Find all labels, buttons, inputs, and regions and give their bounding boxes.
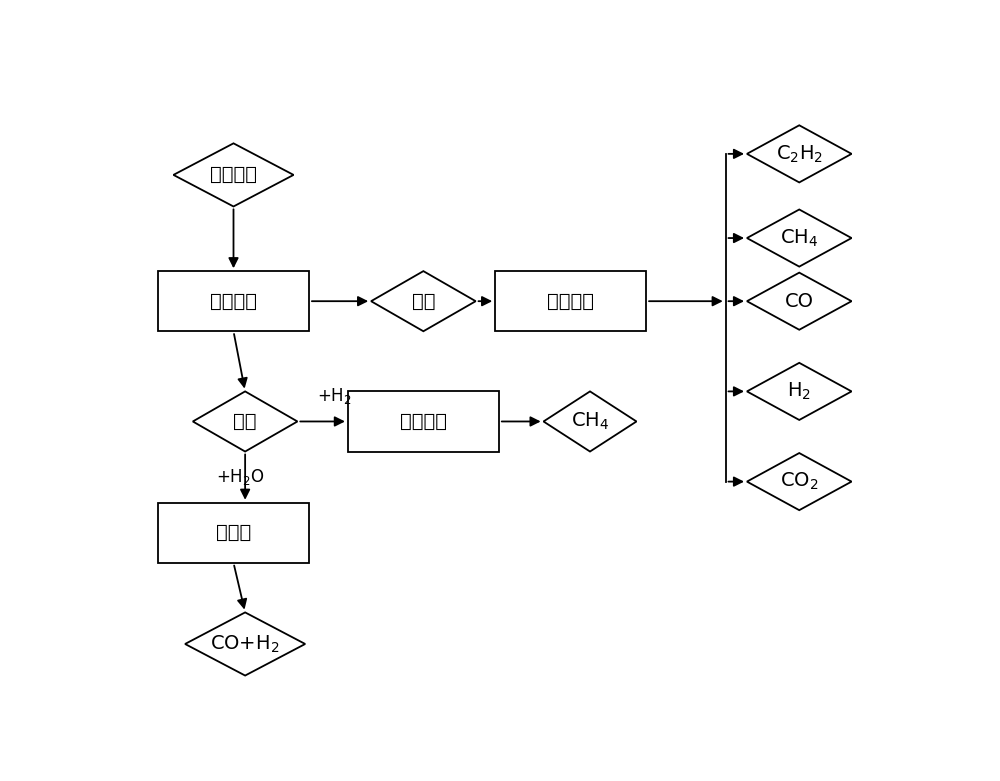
Polygon shape bbox=[544, 391, 637, 451]
Text: +H$_2$O: +H$_2$O bbox=[216, 467, 264, 487]
Text: CO: CO bbox=[785, 291, 814, 311]
Polygon shape bbox=[173, 144, 294, 206]
Polygon shape bbox=[747, 209, 852, 266]
Polygon shape bbox=[193, 391, 297, 451]
Polygon shape bbox=[185, 612, 305, 676]
Polygon shape bbox=[747, 273, 852, 330]
Text: 急冷装置: 急冷装置 bbox=[547, 291, 594, 311]
Bar bbox=[158, 503, 309, 563]
Text: C$_2$H$_2$: C$_2$H$_2$ bbox=[776, 143, 823, 165]
Text: CO+H$_2$: CO+H$_2$ bbox=[210, 633, 280, 654]
Polygon shape bbox=[747, 363, 852, 420]
Bar bbox=[495, 271, 646, 331]
Text: CH$_4$: CH$_4$ bbox=[571, 411, 609, 432]
Bar bbox=[158, 271, 309, 331]
Text: CO$_2$: CO$_2$ bbox=[780, 471, 818, 492]
Text: 裂解产物: 裂解产物 bbox=[210, 166, 257, 184]
Polygon shape bbox=[371, 271, 476, 331]
Polygon shape bbox=[747, 125, 852, 183]
Text: 快分装置: 快分装置 bbox=[210, 291, 257, 311]
Text: 气体: 气体 bbox=[412, 291, 435, 311]
Text: H$_2$: H$_2$ bbox=[787, 381, 811, 402]
Text: 煤气化: 煤气化 bbox=[216, 523, 251, 542]
Polygon shape bbox=[747, 453, 852, 510]
Text: CH$_4$: CH$_4$ bbox=[780, 227, 818, 248]
Text: 加氢裂解: 加氢裂解 bbox=[400, 412, 447, 431]
Text: +H$_2$: +H$_2$ bbox=[317, 387, 352, 406]
Text: 固体: 固体 bbox=[233, 412, 257, 431]
Bar bbox=[348, 391, 499, 451]
